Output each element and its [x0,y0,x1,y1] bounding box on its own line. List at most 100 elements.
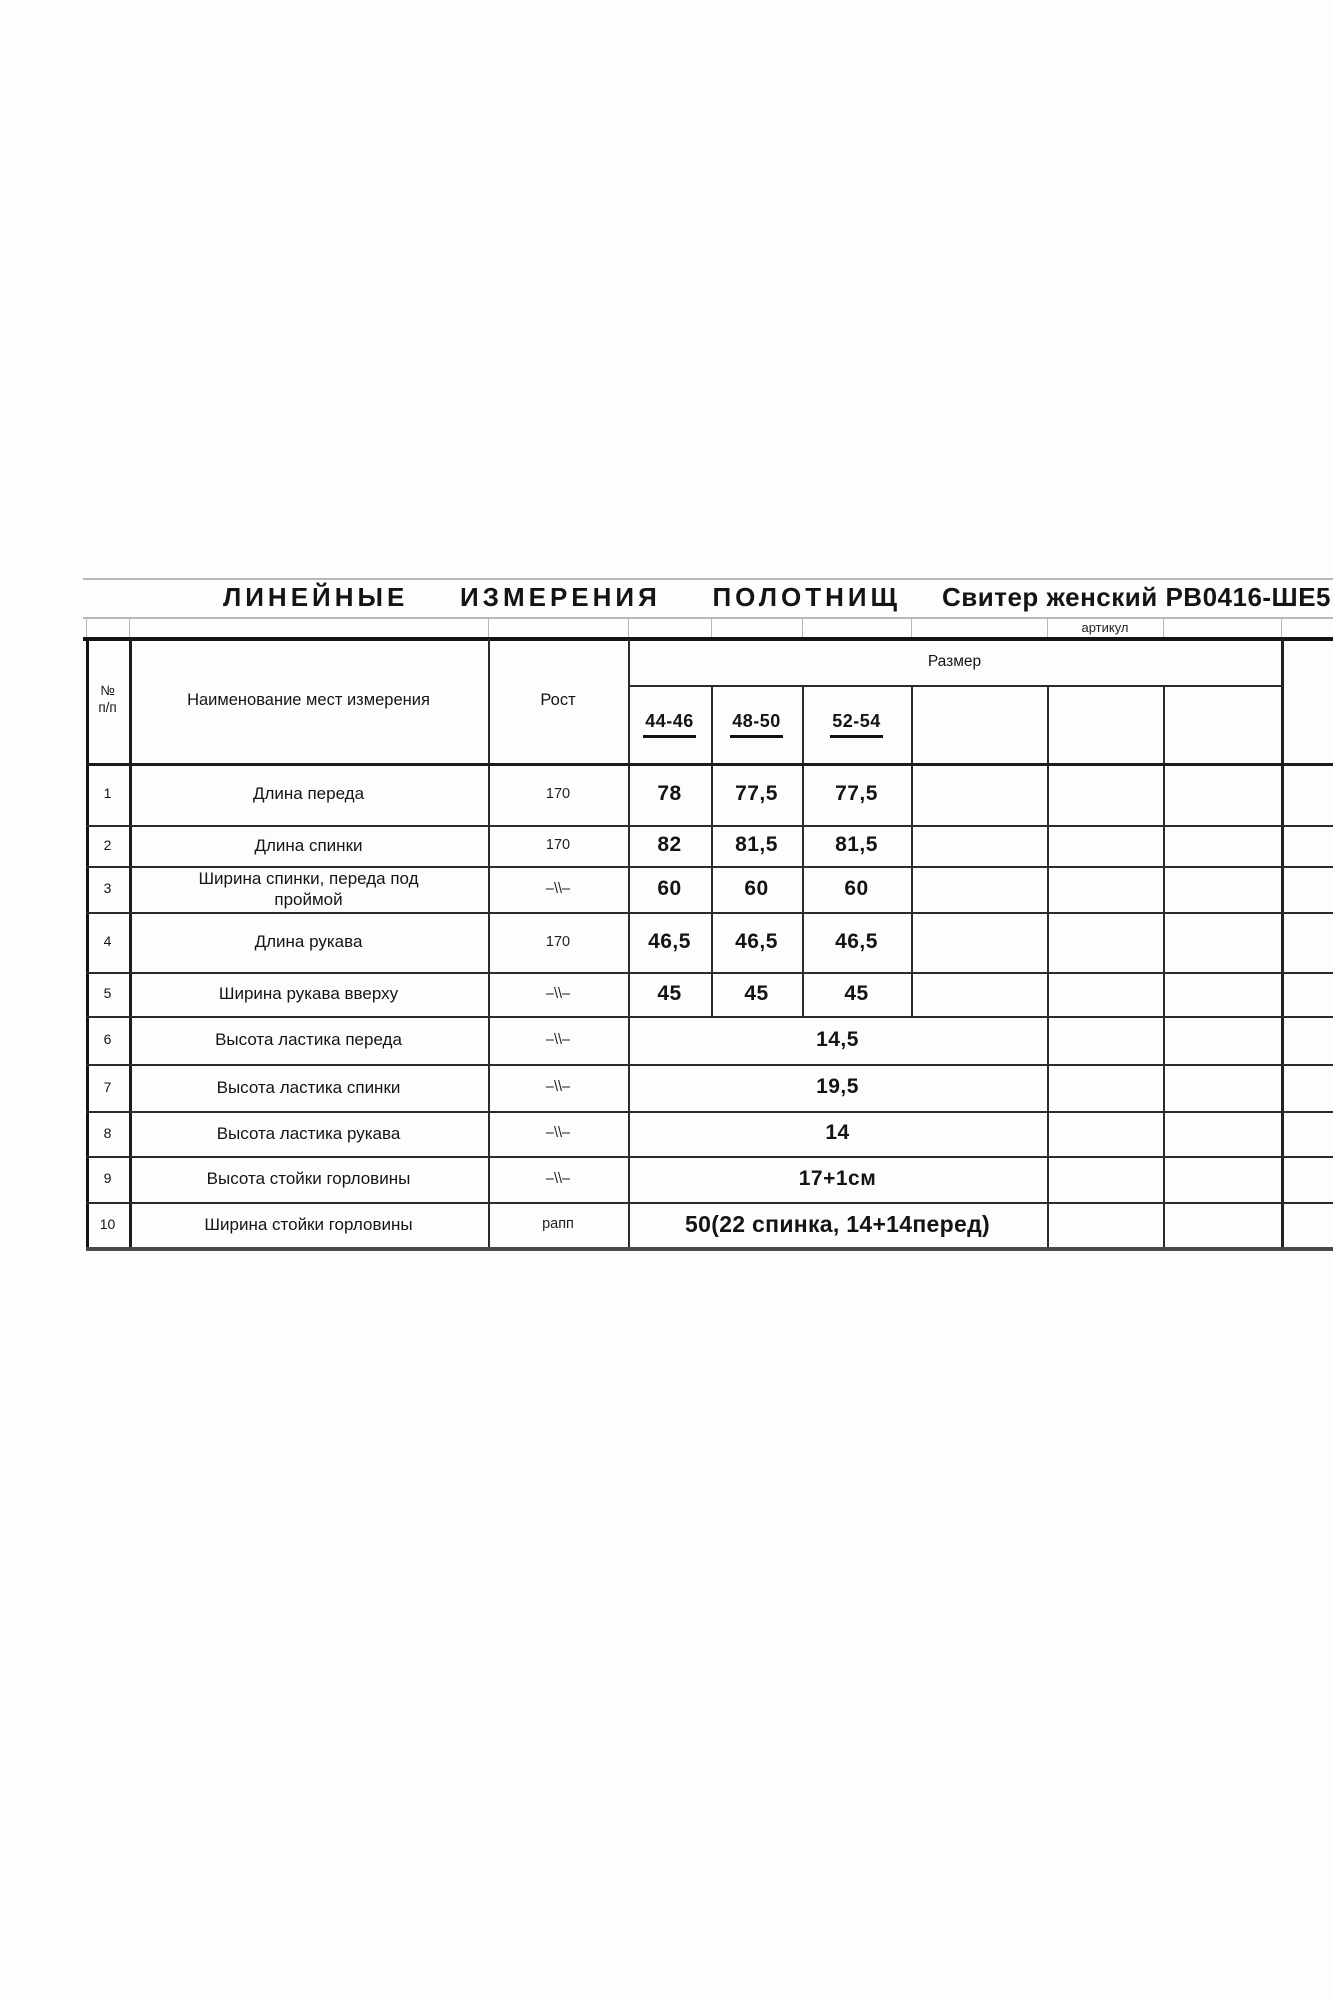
table-row-num: 7 [103,1078,112,1095]
table-top-border [83,637,1333,641]
size-label-text: 48-50 [730,710,783,738]
table-row-num: 9 [103,1170,112,1187]
header-size-52-54: 52-54 [802,685,911,763]
title-main: ЛИНЕЙНЫЕ ИЗМЕРЕНИЯ ПОЛОТНИЩ [223,582,902,612]
table-row-rost: –\\– [545,1079,571,1096]
table-row-num: 1 [103,785,112,802]
grid-line [911,685,913,1016]
table-row-rost: –\\– [545,1125,571,1142]
table-cell-value: 81,5 [735,833,778,857]
table-row-name: Ширина спинки, переда под проймой [198,868,419,909]
grid-line [488,617,489,637]
table-row-name: Ширина стойки горловины [204,1214,413,1234]
table-bottom-border [86,1247,1333,1251]
grid-line [129,639,132,1247]
table-row-rost: –\\– [545,1031,571,1048]
grid-line [86,1202,1333,1204]
table-row-num: 4 [103,933,112,950]
table-cell-value: 46,5 [735,929,778,953]
table-cell-merged-value: 17+1см [798,1166,877,1190]
table-cell-value: 77,5 [735,781,778,805]
artikul-label: артикул [1081,619,1129,635]
grid-line [86,912,1333,914]
table-row-name: Высота ластика спинки [216,1077,401,1097]
grid-line [83,578,1333,580]
table-row-rost: 170 [545,785,571,802]
table-cell-value: 45 [844,981,869,1005]
table-row-name: Ширина рукава вверху [218,984,399,1004]
header-name: Наименование мест измерения [187,690,430,709]
table-row-rost: –\\– [545,1170,571,1187]
grid-line [86,763,1333,766]
grid-line [711,685,713,1016]
table-cell-value: 60 [844,876,869,900]
grid-line [802,617,803,637]
grid-line [86,1064,1333,1066]
grid-line [1047,685,1049,1247]
table-cell-value: 78 [657,781,682,805]
table-cell-value: 60 [657,876,682,900]
grid-line [129,617,130,637]
grid-line [628,685,1283,687]
table-row-rost: рапп [542,1216,574,1233]
grid-line [86,1111,1333,1113]
table-row-num: 6 [103,1031,112,1048]
title-article: Свитер женский РВ0416-ШЕ5 [941,582,1331,612]
table-row-num: 10 [99,1215,116,1232]
table-row-name: Высота ластика переда [215,1030,402,1050]
grid-line [86,617,87,637]
grid-line [86,825,1333,827]
table-row-num: 5 [103,985,112,1002]
grid-line [488,639,490,1247]
table-cell-value: 81,5 [835,833,878,857]
grid-line [1047,617,1048,637]
grid-line [1163,617,1164,637]
table-cell-value: 46,5 [648,929,691,953]
table-cell-merged-value: 19,5 [816,1075,859,1099]
size-label-text: 44-46 [643,710,696,738]
grid-line [711,617,712,637]
header-size-group: Размер [927,653,982,671]
grid-line [1163,685,1165,1247]
table-cell-value: 82 [657,833,682,857]
table-row-rost: 170 [545,837,571,854]
table-cell-value: 77,5 [835,781,878,805]
table-row-name: Высота ластика рукава [216,1123,401,1143]
grid-line [86,972,1333,974]
grid-line [628,617,629,637]
table-cell-merged-value: 14,5 [816,1027,859,1051]
table-row-name: Высота стойки горловины [206,1169,411,1189]
table-cell-value: 45 [657,981,682,1005]
table-row-rost: 170 [545,933,571,950]
table-row-num: 3 [103,880,112,897]
table-cell-merged-value: 50(22 спинка, 14+14перед) [685,1211,990,1238]
table-cell-value: 60 [744,876,769,900]
table-row-rost: –\\– [545,880,571,897]
grid-line [83,617,1333,619]
grid-line [911,617,912,637]
header-size-44-46: 44-46 [628,685,711,763]
page-title: ЛИНЕЙНЫЕ ИЗМЕРЕНИЯ ПОЛОТНИЩ Свитер женск… [223,582,1331,616]
grid-line [628,639,630,1247]
grid-line [86,866,1333,868]
table-right-border [1281,639,1284,1247]
table-row-rost: –\\– [545,985,571,1002]
table-cell-value: 45 [744,981,769,1005]
grid-line [86,1156,1333,1158]
table-row-num: 2 [103,836,112,853]
grid-line [1281,617,1282,637]
table-row-name: Длина спинки [254,835,363,855]
size-label-text: 52-54 [830,710,883,738]
grid-line [802,685,804,1016]
table-row-name: Длина переда [252,784,365,804]
table-cell-value: 46,5 [835,929,878,953]
table-row-name: Длина рукава [254,932,363,952]
header-num: № п/п [98,683,117,715]
table-left-border [86,637,89,1251]
grid-line [86,1016,1333,1018]
table-cell-merged-value: 14 [825,1121,850,1145]
table-row-num: 8 [103,1124,112,1141]
header-size-48-50: 48-50 [711,685,802,763]
header-rost: Рост [540,690,576,709]
